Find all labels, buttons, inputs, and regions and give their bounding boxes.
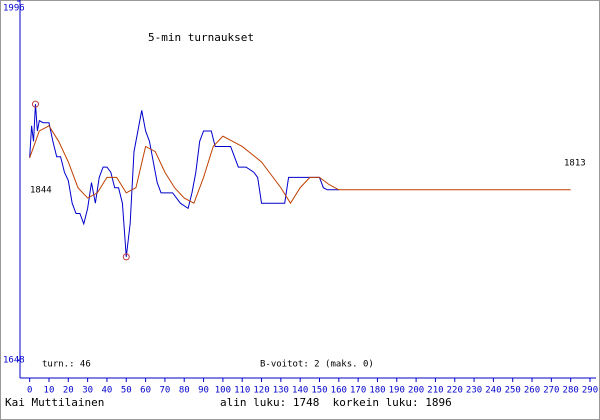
x-tick-label: 140 [292,386,308,396]
x-tick-label: 0 [27,386,32,396]
x-tick-label: 190 [389,386,405,396]
games-label: turn.: 46 [42,360,91,370]
x-tick-label: 160 [331,386,347,396]
x-tick-label: 40 [102,386,113,396]
x-tick-label: 70 [159,386,170,396]
x-tick-label: 110 [234,386,250,396]
footer-stats: alin luku: 1748 korkein luku: 1896 [220,396,452,409]
y-tick-label: 1996 [3,4,25,14]
y-tick-label: 1648 [3,356,25,366]
x-tick-label: 170 [350,386,366,396]
rating-line [29,104,339,257]
author: Kai Muttilainen [5,396,104,409]
x-tick-label: 100 [215,386,231,396]
rating-line [29,125,571,205]
x-tick-label: 220 [447,386,463,396]
x-tick-label: 10 [44,386,55,396]
extreme-marker [122,253,130,261]
x-tick-label: 80 [179,386,190,396]
x-tick-label: 270 [543,386,559,396]
x-tick-label: 280 [563,386,579,396]
x-tick-label: 50 [121,386,132,396]
x-tick-label: 90 [198,386,209,396]
x-tick-label: 230 [466,386,482,396]
x-tick-label: 240 [485,386,501,396]
x-tick-label: 200 [408,386,424,396]
x-tick-label: 210 [427,386,443,396]
x-tick-label: 20 [63,386,74,396]
x-tick-label: 180 [369,386,385,396]
x-tick-label: 60 [140,386,151,396]
x-tick-label: 260 [524,386,540,396]
chart-title: 5-min turnaukset [148,31,254,44]
x-tick-label: 130 [273,386,289,396]
x-tick-label: 150 [311,386,327,396]
extreme-marker [31,100,39,108]
x-tick-label: 120 [253,386,269,396]
x-tick-label: 290 [582,386,598,396]
start-label: 1844 [30,186,52,196]
x-tick-label: 30 [82,386,93,396]
bonus-label: B-voitot: 2 (maks. 0) [260,360,374,370]
end-label: 1813 [564,159,586,169]
x-tick-label: 250 [505,386,521,396]
